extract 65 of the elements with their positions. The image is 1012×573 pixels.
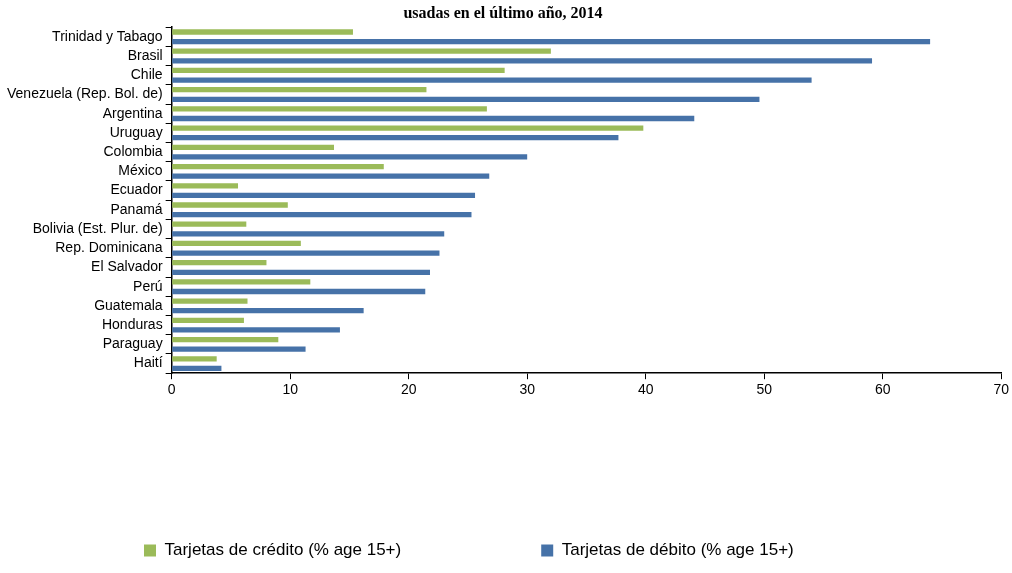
bar	[172, 202, 288, 208]
y-tick-label: Rep. Dominicana	[55, 239, 163, 256]
bar	[172, 211, 472, 218]
bar	[172, 154, 528, 160]
legend-label: Tarjetas de débito (% age 15+)	[561, 540, 794, 560]
x-tick-label: 20	[400, 381, 417, 398]
x-tick-label: 0	[167, 381, 176, 398]
x-tick-label: 70	[993, 381, 1010, 398]
y-tick-label: Brasil	[127, 46, 163, 63]
x-tick-label: 50	[756, 381, 773, 398]
bar	[172, 77, 812, 83]
y-tick-label: México	[118, 162, 163, 179]
bar	[172, 365, 222, 372]
bar	[172, 58, 873, 64]
y-tick-label: Colombia	[103, 143, 163, 159]
y-tick-label: Ecuador	[110, 181, 163, 198]
bar	[172, 183, 239, 189]
x-tick-label: 40	[637, 381, 654, 398]
bar	[172, 279, 311, 285]
bar	[172, 231, 445, 237]
y-tick-label: Paraguay	[102, 335, 163, 352]
bar	[172, 106, 487, 112]
bar	[172, 317, 244, 323]
x-tick-label: 10	[282, 381, 299, 398]
bar	[172, 221, 247, 227]
bar	[172, 356, 217, 362]
x-tick-label: 60	[874, 381, 891, 398]
y-tick-label: Uruguay	[109, 123, 163, 140]
bar	[172, 336, 279, 343]
bar	[172, 250, 440, 256]
y-tick-label: Honduras	[101, 316, 163, 332]
bar	[172, 38, 931, 45]
chart-title: usadas en el último año, 2014	[403, 3, 603, 21]
bar	[172, 125, 644, 131]
bar	[172, 96, 760, 102]
y-tick-label: Venezuela (Rep. Bol. de)	[7, 85, 163, 102]
bar	[172, 115, 695, 122]
y-tick-label: Chile	[130, 66, 163, 83]
y-tick-label: Guatemala	[94, 296, 163, 313]
bar	[172, 67, 505, 74]
x-tick-label: 30	[519, 381, 536, 398]
bar	[172, 173, 490, 179]
bar	[172, 269, 430, 275]
bar	[172, 298, 248, 304]
bar	[172, 144, 335, 150]
bar	[172, 260, 267, 266]
legend-label: Tarjetas de crédito (% age 15+)	[164, 540, 402, 560]
bar	[172, 87, 427, 93]
bar	[172, 288, 426, 295]
bar	[172, 346, 306, 352]
y-tick-label: Perú	[133, 277, 163, 294]
y-tick-label: Panamá	[110, 200, 163, 217]
y-tick-label: Bolivia (Est. Plur. de)	[32, 219, 163, 236]
bar	[172, 192, 476, 199]
bar	[172, 135, 619, 141]
y-tick-label: Argentina	[102, 104, 163, 121]
bar	[172, 240, 301, 247]
bar	[172, 308, 364, 314]
y-tick-label: El Salvador	[91, 258, 163, 275]
bar	[172, 327, 340, 333]
y-tick-label: Trinidad y Tabago	[52, 27, 163, 44]
y-tick-label: Haití	[133, 354, 163, 371]
bar	[172, 29, 353, 35]
bar	[172, 163, 384, 170]
bar	[172, 48, 551, 54]
